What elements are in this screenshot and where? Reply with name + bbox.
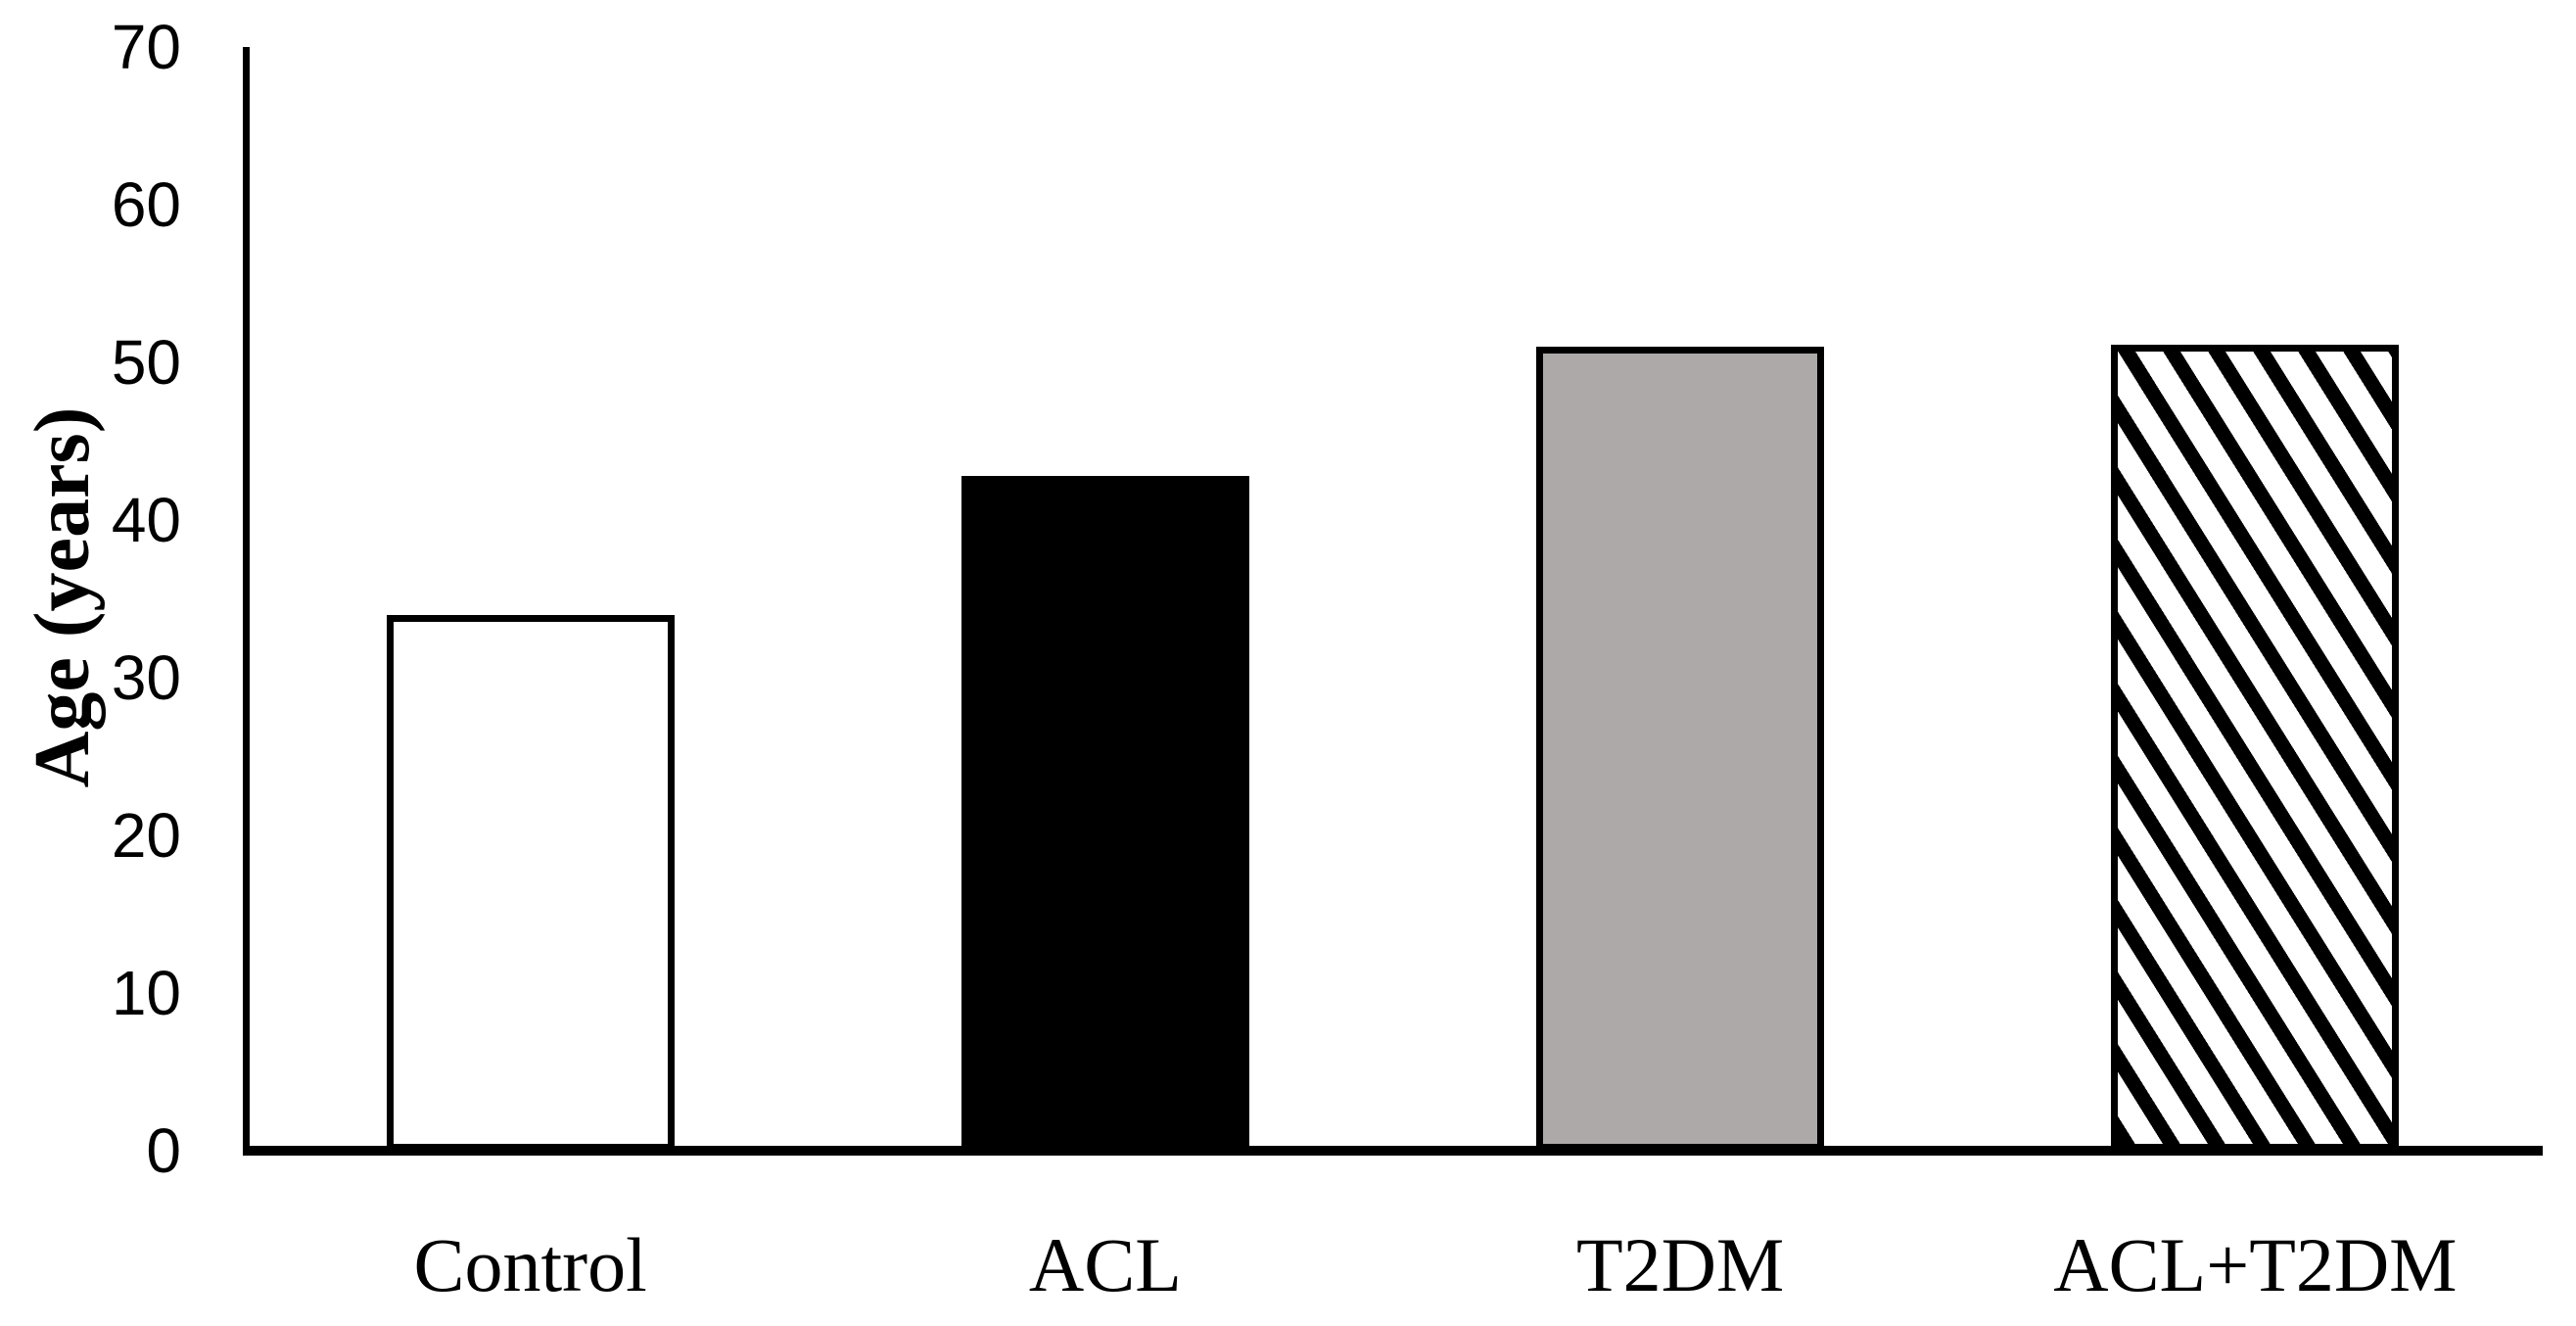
y-tick-label-70: 70 [111,12,181,82]
bar-acl-t2dm [2111,345,2400,1151]
bar-t2dm [1536,346,1825,1151]
y-tick-label-50: 50 [111,327,181,398]
y-tick-label-0: 0 [146,1115,181,1186]
y-tick-label-40: 40 [111,485,181,555]
x-axis-line [243,1146,2543,1156]
y-axis-line [243,47,250,1156]
y-tick-label-30: 30 [111,642,181,713]
x-category-label-acl: ACL [1028,1222,1182,1307]
y-tick-label-10: 10 [111,958,181,1028]
x-category-label-acl-t2dm: ACL+T2DM [2053,1222,2458,1307]
y-tick-label-20: 20 [111,800,181,871]
y-tick-label-60: 60 [111,169,181,240]
y-axis-title: Age (years) [20,406,106,788]
x-category-label-t2dm: T2DM [1575,1222,1785,1307]
bar-control [386,614,675,1151]
bar-acl [960,475,1249,1151]
x-category-label-control: Control [413,1222,647,1307]
